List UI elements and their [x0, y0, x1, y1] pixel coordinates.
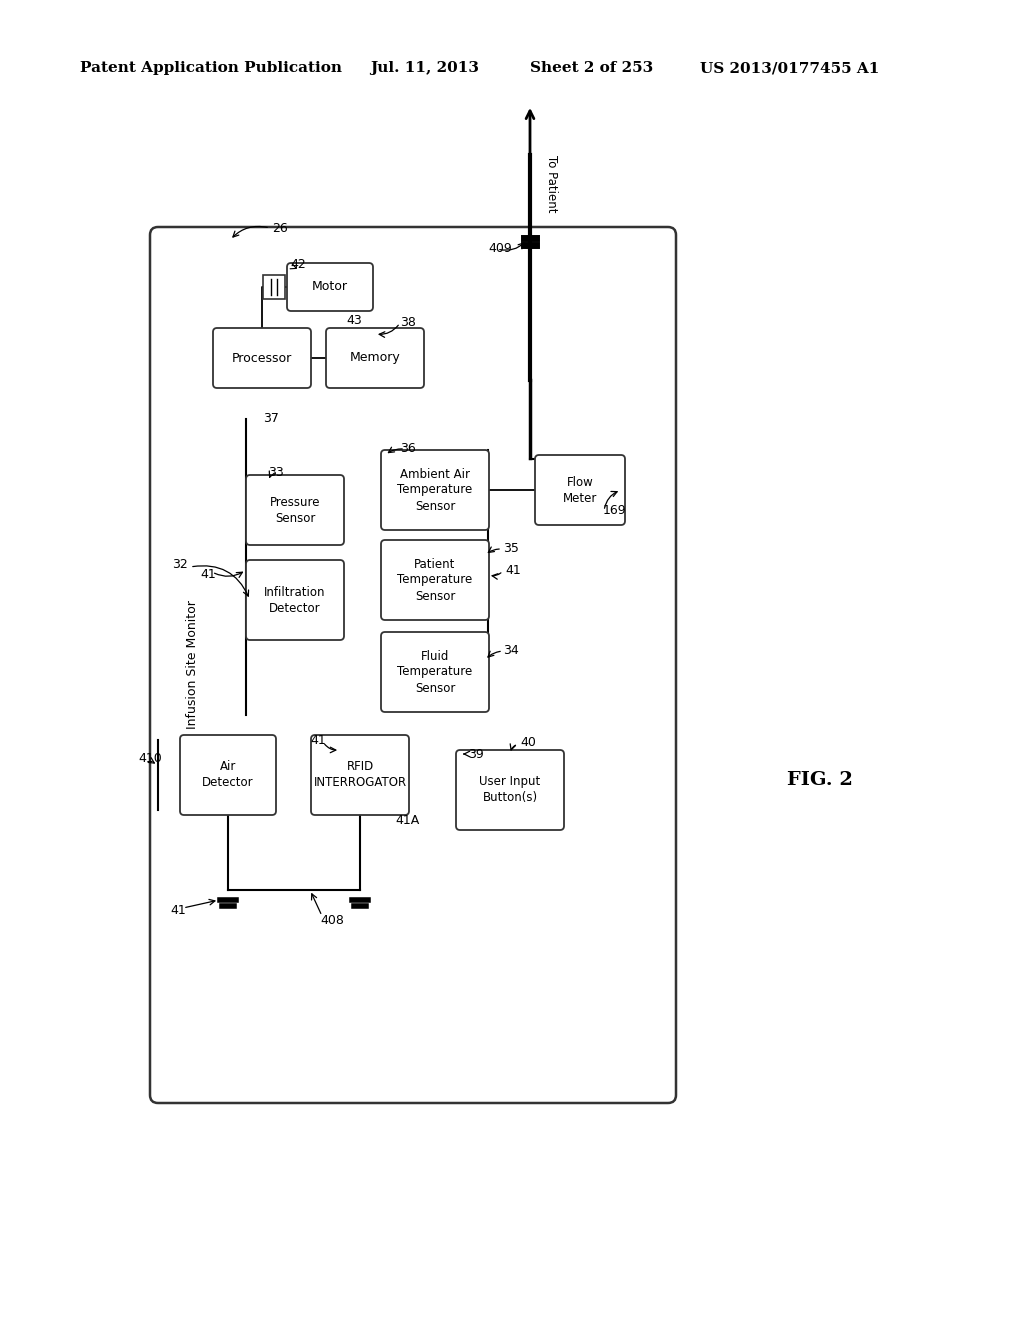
Text: 41: 41 — [170, 903, 185, 916]
FancyBboxPatch shape — [535, 455, 625, 525]
Text: Memory: Memory — [349, 351, 400, 364]
Text: To Patient: To Patient — [546, 154, 558, 213]
FancyBboxPatch shape — [381, 540, 489, 620]
Text: 37: 37 — [263, 412, 279, 425]
FancyBboxPatch shape — [311, 735, 409, 814]
Text: 41: 41 — [505, 564, 521, 577]
Text: 33: 33 — [268, 466, 284, 479]
Text: Pressure
Sensor: Pressure Sensor — [269, 495, 321, 524]
Text: 41: 41 — [200, 569, 216, 582]
Text: 42: 42 — [290, 259, 306, 272]
FancyBboxPatch shape — [246, 475, 344, 545]
Text: Patient
Temperature
Sensor: Patient Temperature Sensor — [397, 557, 473, 602]
Text: FIG. 2: FIG. 2 — [787, 771, 853, 789]
Text: 39: 39 — [468, 748, 483, 762]
Text: 410: 410 — [138, 751, 162, 764]
FancyBboxPatch shape — [180, 735, 276, 814]
Text: Flow
Meter: Flow Meter — [563, 475, 597, 504]
FancyBboxPatch shape — [456, 750, 564, 830]
Text: Patent Application Publication: Patent Application Publication — [80, 61, 342, 75]
Text: Ambient Air
Temperature
Sensor: Ambient Air Temperature Sensor — [397, 467, 473, 512]
FancyBboxPatch shape — [381, 632, 489, 711]
Text: 40: 40 — [520, 735, 536, 748]
Text: RFID
INTERROGATOR: RFID INTERROGATOR — [313, 760, 407, 789]
FancyBboxPatch shape — [287, 263, 373, 312]
Text: Fluid
Temperature
Sensor: Fluid Temperature Sensor — [397, 649, 473, 694]
Text: 35: 35 — [503, 541, 519, 554]
Text: Air
Detector: Air Detector — [202, 760, 254, 789]
Text: Sheet 2 of 253: Sheet 2 of 253 — [530, 61, 653, 75]
FancyBboxPatch shape — [213, 327, 311, 388]
Text: 41: 41 — [310, 734, 326, 747]
FancyBboxPatch shape — [326, 327, 424, 388]
Text: User Input
Button(s): User Input Button(s) — [479, 776, 541, 804]
Text: Jul. 11, 2013: Jul. 11, 2013 — [370, 61, 479, 75]
Text: 408: 408 — [319, 913, 344, 927]
FancyBboxPatch shape — [381, 450, 489, 531]
Text: Infiltration
Detector: Infiltration Detector — [264, 586, 326, 615]
Text: 34: 34 — [503, 644, 519, 656]
Text: 36: 36 — [400, 441, 416, 454]
FancyBboxPatch shape — [150, 227, 676, 1104]
FancyBboxPatch shape — [246, 560, 344, 640]
Text: 26: 26 — [272, 222, 288, 235]
Text: 38: 38 — [400, 315, 416, 329]
Text: Motor: Motor — [312, 281, 348, 293]
Text: US 2013/0177455 A1: US 2013/0177455 A1 — [700, 61, 880, 75]
Text: 43: 43 — [346, 314, 361, 326]
Text: 409: 409 — [488, 242, 512, 255]
FancyBboxPatch shape — [263, 275, 285, 300]
Text: Infusion Site Monitor: Infusion Site Monitor — [185, 601, 199, 730]
Text: 41A: 41A — [395, 813, 419, 826]
Text: 32: 32 — [172, 558, 187, 572]
Text: Processor: Processor — [231, 351, 292, 364]
Text: 169: 169 — [603, 503, 627, 516]
